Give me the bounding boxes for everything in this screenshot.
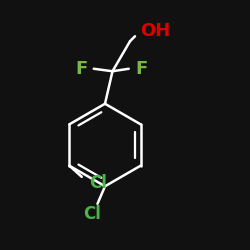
Text: Cl: Cl: [84, 205, 102, 223]
Text: Cl: Cl: [89, 174, 107, 192]
Text: F: F: [135, 60, 147, 78]
Text: OH: OH: [140, 22, 170, 40]
Text: F: F: [75, 60, 88, 78]
